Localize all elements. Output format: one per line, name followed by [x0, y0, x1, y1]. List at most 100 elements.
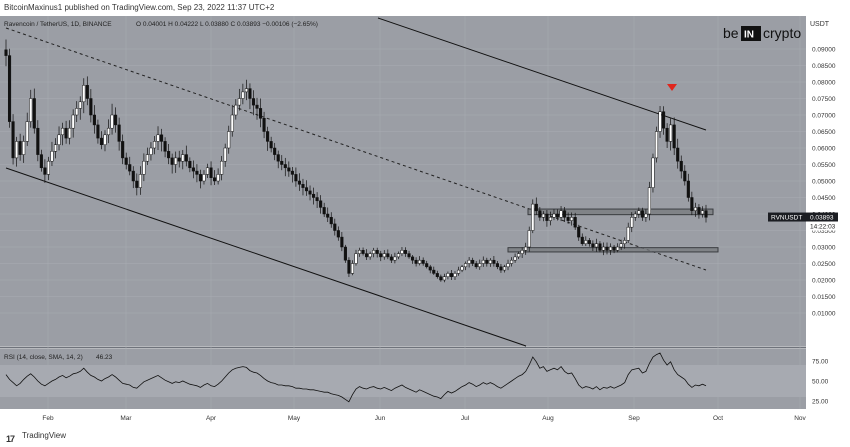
candle: [82, 78, 86, 114]
candle: [53, 138, 58, 159]
candle: [255, 97, 259, 120]
candle: [573, 212, 577, 230]
candle: [548, 211, 552, 226]
candle: [223, 143, 227, 167]
candle: [414, 257, 418, 267]
candle: [181, 150, 185, 170]
candle: [220, 155, 224, 181]
candle: [304, 180, 309, 196]
candle: [128, 156, 132, 176]
candle: [99, 131, 104, 150]
footer: 17 TradingView: [0, 428, 850, 444]
date-tick-labels: Feb Mar Apr May Jun Jul Aug Sep Oct Nov: [42, 415, 806, 422]
candle: [131, 166, 135, 189]
rsi-value-readout: 46.23: [96, 354, 113, 361]
candle: [315, 192, 319, 209]
last-price-label: 0.03893: [810, 215, 834, 222]
candle: [693, 202, 697, 217]
candle: [329, 212, 333, 228]
candle: [633, 211, 637, 221]
candle: [587, 238, 591, 247]
tradingview-brand: TradingView: [22, 431, 67, 440]
price-tick-label: 0.08000: [812, 80, 836, 87]
ohlc-readout: O 0.04001 H 0.04222 L 0.03880 C 0.03893 …: [136, 21, 318, 28]
candle: [71, 109, 75, 138]
candle: [382, 250, 386, 260]
candle: [149, 142, 153, 161]
candle: [124, 152, 128, 170]
tradingview-logo: 17: [6, 434, 15, 444]
resistance-zone: [527, 208, 714, 216]
candle: [608, 243, 613, 255]
candle: [368, 251, 372, 260]
candle: [700, 206, 705, 218]
candle: [18, 133, 22, 161]
candle: [435, 270, 439, 279]
price-tick-label: 0.06000: [812, 146, 836, 153]
watermark-box: [741, 26, 761, 41]
candle: [216, 168, 220, 185]
candle: [626, 222, 630, 243]
candle: [541, 211, 545, 222]
candle: [375, 247, 379, 258]
candle: [312, 187, 316, 205]
candle: [531, 199, 535, 234]
candle: [534, 197, 538, 215]
candle: [361, 247, 365, 256]
candle: [594, 238, 598, 252]
price-tick-label: 0.05000: [812, 179, 836, 186]
candle: [319, 195, 323, 214]
candle: [121, 134, 125, 165]
candle: [135, 173, 139, 196]
candlestick-series: [4, 39, 708, 283]
currency-label: USDT: [810, 21, 830, 28]
candle: [676, 138, 680, 169]
candle: [389, 254, 393, 263]
date-tick-label: Aug: [542, 415, 554, 422]
candle: [170, 153, 174, 174]
candle: [195, 164, 199, 183]
candle: [11, 114, 15, 165]
time-axis[interactable]: [0, 409, 850, 428]
candle: [563, 207, 567, 222]
rsi-line: [5, 352, 707, 403]
candle: [506, 259, 510, 271]
candle: [85, 76, 89, 106]
candle: [248, 83, 252, 110]
watermark-crypto: crypto: [763, 25, 801, 41]
candle: [499, 263, 503, 273]
candle: [683, 165, 687, 186]
candle: [651, 153, 655, 193]
candle: [357, 247, 362, 257]
rsi-tick-labels: 75.00 50.00 25.00: [812, 359, 829, 406]
candle: [43, 159, 47, 183]
candle: [29, 89, 33, 128]
candle: [68, 120, 72, 145]
candle: [269, 136, 273, 153]
date-tick-label: Jul: [461, 415, 470, 422]
candle: [665, 123, 669, 149]
candle: [559, 206, 563, 222]
price-tick-label: 0.09000: [812, 47, 836, 54]
candle: [591, 240, 595, 251]
candle: [280, 155, 284, 171]
candle: [520, 247, 524, 259]
candle: [114, 107, 118, 133]
candle: [7, 48, 12, 128]
candle: [623, 237, 627, 249]
candle: [106, 119, 111, 144]
candle: [510, 257, 514, 267]
candle: [273, 142, 277, 161]
date-tick-label: Feb: [42, 415, 54, 422]
candle: [39, 149, 43, 172]
candle: [333, 218, 337, 236]
candle: [495, 261, 499, 270]
date-tick-label: Oct: [713, 415, 723, 422]
chart-area[interactable]: 0.09000 0.08500 0.08000 0.07500 0.07000 0.065…: [0, 16, 850, 428]
candle: [163, 137, 167, 158]
date-tick-label: Nov: [794, 415, 806, 422]
channel-lower-line: [5, 167, 527, 347]
candle: [442, 273, 446, 283]
candle: [580, 233, 584, 246]
candle: [227, 125, 231, 154]
